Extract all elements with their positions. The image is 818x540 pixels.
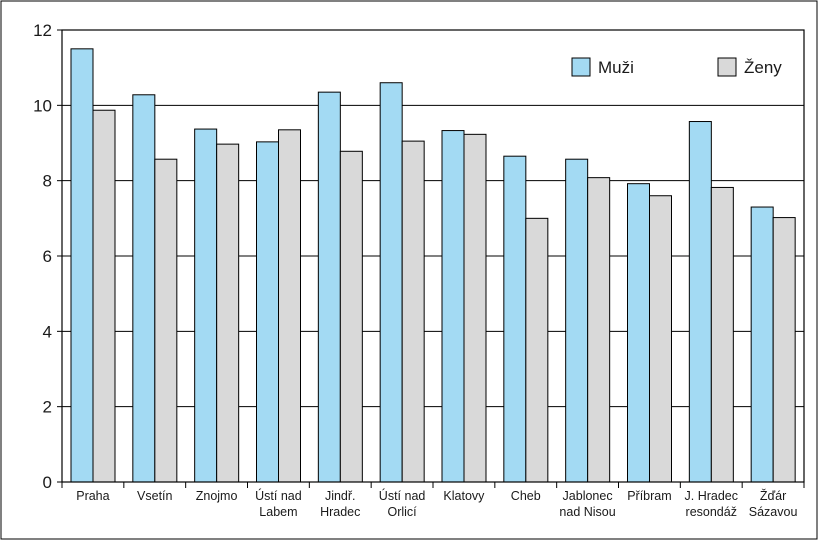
x-tick-label: Ústí nad [255,488,302,503]
y-tick-label: 0 [43,473,52,492]
bar-zeny [463,133,487,483]
plot-area-border [61,29,805,483]
bar-muzi [750,206,774,483]
bar-muzi [565,158,589,483]
bar-zeny [649,195,672,483]
bar-muzi [317,91,341,483]
x-tick-label: Orlicí [387,505,417,519]
y-tick-label: 6 [43,247,52,266]
x-tick-label: Cheb [511,489,541,503]
legend-label: Muži [598,58,634,77]
bar-zeny [587,177,611,483]
x-tick-label: Příbram [627,489,671,503]
y-tick-label: 8 [43,172,52,191]
bar-muzi [627,183,650,483]
bar-zeny [216,143,240,483]
x-tick-label: resondáž [686,505,737,519]
x-tick-label: J. Hradec [685,489,739,503]
bar-muzi [379,82,403,483]
x-tick-label: Znojmo [196,489,238,503]
y-tick-label: 10 [33,96,52,115]
x-tick-label: Klatovy [443,489,485,503]
legend-swatch [717,57,737,77]
x-tick-label: Jablonec [563,489,613,503]
legend: Muži Ženy [571,57,782,77]
x-tick-label: Hradec [320,505,360,519]
bar-muzi [441,130,465,483]
x-axis-labels: Praha Vsetín Znojmo Ústí nad Labem Jindř. Hrad… [61,482,805,519]
bar-muzi [688,121,712,483]
bar-muzi [256,141,279,483]
y-tick-label: 2 [43,398,52,417]
y-tick-label: 12 [33,21,52,40]
bar-muzi [132,94,156,483]
bar-muzi [503,155,527,483]
bar-zeny [710,186,734,483]
y-axis-ticks: 0 2 4 6 8 10 12 [33,21,62,492]
bar-zeny [278,129,301,483]
x-tick-label: Sázavou [749,505,798,519]
bar-zeny [772,217,796,483]
bar-zeny [525,217,549,483]
x-tick-label: Praha [76,489,109,503]
gridlines [62,104,804,408]
bar-muzi [194,128,218,483]
bar-zeny [339,150,363,483]
bar-zeny [92,109,116,483]
bar-zeny [401,140,425,483]
legend-swatch [571,57,591,77]
x-tick-label: Jindř. [325,489,356,503]
x-tick-label: Žďár [760,488,786,503]
x-tick-label: nad Nisou [559,505,615,519]
bars [70,48,796,483]
bar-zeny [154,158,178,483]
x-tick-label: Labem [259,505,297,519]
y-tick-label: 4 [43,322,52,341]
bar-muzi [70,48,94,483]
x-tick-label: Vsetín [137,489,172,503]
x-tick-label: Ústí nad [379,488,426,503]
legend-label: Ženy [744,58,782,77]
